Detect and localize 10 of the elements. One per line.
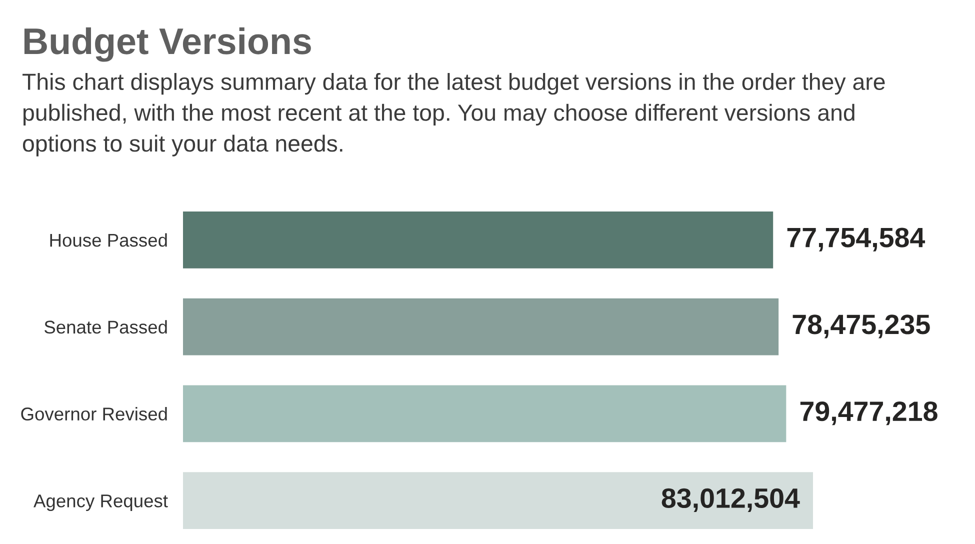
y-tick-label: Governor Revised [21,407,167,421]
data-label: 77,754,584 [787,228,926,252]
y-tick-label: Agency Request [34,494,168,512]
chart-subtitle: This chart displays summary data for the latest budget versions in the order they are published, with the most recent at the top. You may choose different versions and options to suit your data needs. [22,73,885,156]
data-label: 78,475,235 [792,314,930,338]
chart-title: Budget Versions [24,27,311,62]
data-label: 79,477,218 [800,401,938,426]
y-tick-label: Senate Passed [44,320,167,334]
y-tick-label: House Passed [50,233,167,247]
data-label: 83,012,504 [662,488,800,512]
